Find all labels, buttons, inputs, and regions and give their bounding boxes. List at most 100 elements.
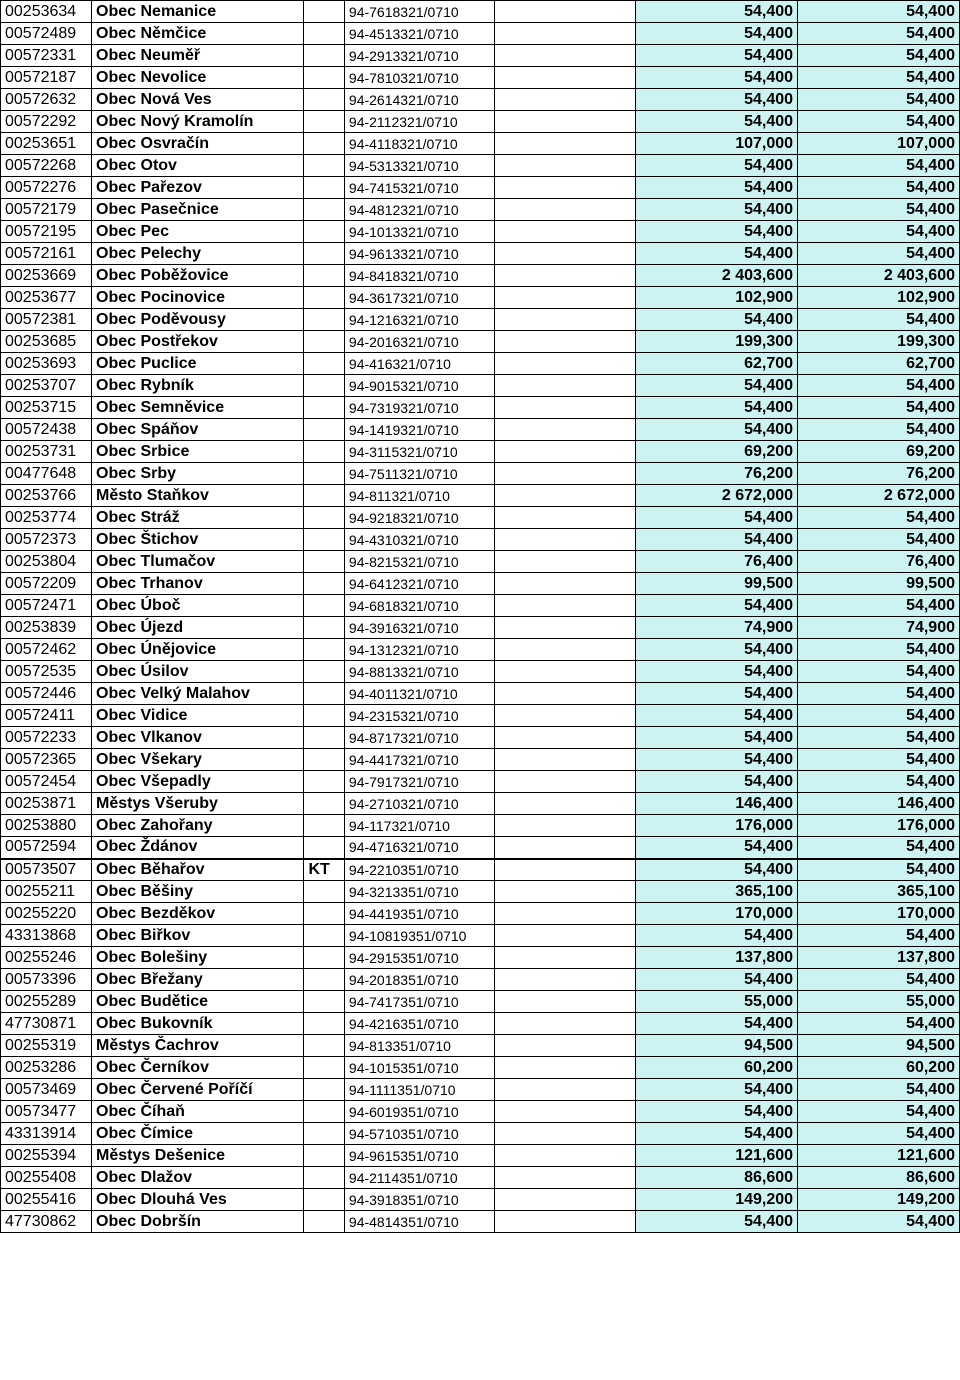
cell-v1: 137,800 <box>636 947 798 969</box>
cell-v1: 54,400 <box>636 1 798 23</box>
cell-v2: 102,900 <box>798 287 960 309</box>
cell-v2: 54,400 <box>798 859 960 881</box>
cell-tag <box>304 1101 344 1123</box>
cell-acct: 94-5710351/0710 <box>344 1123 494 1145</box>
table-row: 00255220Obec Bezděkov94-4419351/0710170,… <box>1 903 960 925</box>
table-row: 00253651Obec Osvračín94-4118321/0710107,… <box>1 133 960 155</box>
cell-name: Obec Břežany <box>92 969 304 991</box>
municipality-table: 00253634Obec Nemanice94-7618321/071054,4… <box>0 0 960 1233</box>
table-row: 00255416Obec Dlouhá Ves94-3918351/071014… <box>1 1189 960 1211</box>
cell-v1: 54,400 <box>636 837 798 859</box>
cell-acct: 94-7511321/0710 <box>344 463 494 485</box>
cell-v2: 54,400 <box>798 969 960 991</box>
cell-name: Obec Dobršín <box>92 1211 304 1233</box>
cell-id: 00253731 <box>1 441 92 463</box>
table-row: 00255211Obec Běšiny94-3213351/0710365,10… <box>1 881 960 903</box>
cell-acct: 94-7417351/0710 <box>344 991 494 1013</box>
cell-id: 00255246 <box>1 947 92 969</box>
cell-blank <box>494 309 636 331</box>
cell-name: Město Staňkov <box>92 485 304 507</box>
cell-tag <box>304 595 344 617</box>
cell-acct: 94-7415321/0710 <box>344 177 494 199</box>
cell-blank <box>494 1189 636 1211</box>
cell-tag <box>304 1013 344 1035</box>
cell-v2: 54,400 <box>798 925 960 947</box>
cell-id: 00572454 <box>1 771 92 793</box>
cell-acct: 94-1216321/0710 <box>344 309 494 331</box>
cell-tag <box>304 23 344 45</box>
cell-v1: 54,400 <box>636 243 798 265</box>
table-row: 00477648Obec Srby94-7511321/071076,20076… <box>1 463 960 485</box>
cell-acct: 94-4419351/0710 <box>344 903 494 925</box>
cell-v1: 54,400 <box>636 1013 798 1035</box>
cell-name: Obec Číhaň <box>92 1101 304 1123</box>
cell-v2: 54,400 <box>798 1013 960 1035</box>
cell-blank <box>494 947 636 969</box>
cell-tag <box>304 485 344 507</box>
cell-id: 00573469 <box>1 1079 92 1101</box>
cell-tag <box>304 507 344 529</box>
cell-v2: 54,400 <box>798 1123 960 1145</box>
cell-tag <box>304 155 344 177</box>
cell-id: 00572373 <box>1 529 92 551</box>
cell-v2: 54,400 <box>798 155 960 177</box>
cell-tag <box>304 1035 344 1057</box>
cell-id: 00253871 <box>1 793 92 815</box>
cell-acct: 94-4011321/0710 <box>344 683 494 705</box>
table-row: 00253669Obec Poběžovice94-8418321/07102 … <box>1 265 960 287</box>
cell-name: Obec Pelechy <box>92 243 304 265</box>
cell-name: Obec Dlažov <box>92 1167 304 1189</box>
cell-v2: 365,100 <box>798 881 960 903</box>
cell-v2: 54,400 <box>798 177 960 199</box>
cell-tag <box>304 947 344 969</box>
cell-v2: 2 672,000 <box>798 485 960 507</box>
cell-v2: 54,400 <box>798 661 960 683</box>
cell-blank <box>494 727 636 749</box>
cell-tag <box>304 243 344 265</box>
cell-v1: 54,400 <box>636 199 798 221</box>
cell-blank <box>494 771 636 793</box>
cell-blank <box>494 815 636 837</box>
table-row: 00572209Obec Trhanov94-6412321/071099,50… <box>1 573 960 595</box>
cell-id: 00573507 <box>1 859 92 881</box>
cell-tag <box>304 815 344 837</box>
cell-tag <box>304 419 344 441</box>
cell-name: Obec Budětice <box>92 991 304 1013</box>
cell-blank <box>494 1057 636 1079</box>
cell-acct: 94-4417321/0710 <box>344 749 494 771</box>
cell-name: Obec Rybník <box>92 375 304 397</box>
cell-acct: 94-4812321/0710 <box>344 199 494 221</box>
cell-v1: 54,400 <box>636 925 798 947</box>
cell-v1: 74,900 <box>636 617 798 639</box>
cell-v2: 54,400 <box>798 309 960 331</box>
table-row: 00255246Obec Bolešiny94-2915351/0710137,… <box>1 947 960 969</box>
cell-tag <box>304 353 344 375</box>
cell-v2: 54,400 <box>798 45 960 67</box>
cell-acct: 94-7917321/0710 <box>344 771 494 793</box>
cell-name: Obec Běhařov <box>92 859 304 881</box>
cell-acct: 94-8813321/0710 <box>344 661 494 683</box>
cell-acct: 94-4310321/0710 <box>344 529 494 551</box>
cell-acct: 94-9015321/0710 <box>344 375 494 397</box>
cell-v2: 54,400 <box>798 1211 960 1233</box>
cell-v1: 365,100 <box>636 881 798 903</box>
cell-blank <box>494 331 636 353</box>
cell-v1: 86,600 <box>636 1167 798 1189</box>
cell-v1: 54,400 <box>636 1123 798 1145</box>
table-row: 00253774Obec Stráž94-9218321/071054,4005… <box>1 507 960 529</box>
table-row: 43313914Obec Čímice94-5710351/071054,400… <box>1 1123 960 1145</box>
cell-v2: 149,200 <box>798 1189 960 1211</box>
cell-v1: 149,200 <box>636 1189 798 1211</box>
table-row: 00253731Obec Srbice94-3115321/071069,200… <box>1 441 960 463</box>
cell-v1: 76,200 <box>636 463 798 485</box>
cell-acct: 94-2016321/0710 <box>344 331 494 353</box>
table-row: 47730871Obec Bukovník94-4216351/071054,4… <box>1 1013 960 1035</box>
cell-blank <box>494 23 636 45</box>
cell-v2: 55,000 <box>798 991 960 1013</box>
cell-v1: 54,400 <box>636 705 798 727</box>
cell-blank <box>494 1145 636 1167</box>
cell-name: Obec Srby <box>92 463 304 485</box>
cell-id: 00255416 <box>1 1189 92 1211</box>
cell-tag <box>304 375 344 397</box>
cell-blank <box>494 1101 636 1123</box>
